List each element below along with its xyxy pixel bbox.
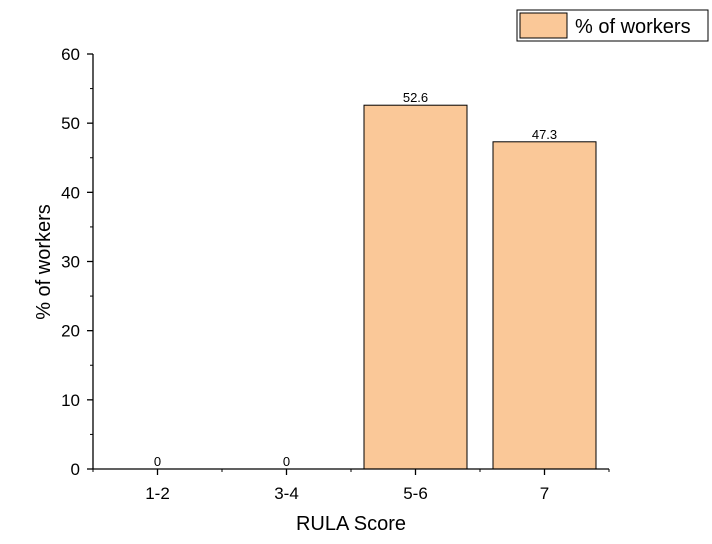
y-axis-title: % of workers [33,204,55,320]
legend: % of workers [516,9,709,42]
x-tick-label: 5-6 [403,484,428,503]
y-tick-label: 10 [61,391,80,410]
legend-swatch [519,12,568,39]
data-label-3-4: 0 [283,454,290,469]
data-label-5-6: 52.6 [403,90,428,105]
y-tick-label: 60 [61,45,80,64]
x-tick-label: 3-4 [274,484,299,503]
plot-area: 0 0 52.6 47.3 0 10 20 30 40 50 60 1-2 3-4 5-6 7 [61,45,610,503]
x-axis-title: RULA Score [296,513,406,535]
legend-label: % of workers [575,16,691,38]
y-tick-label: 40 [61,183,80,202]
y-tick-label: 30 [61,253,80,272]
data-label-1-2: 0 [154,454,161,469]
y-tick-label: 0 [71,460,80,479]
x-tick-label: 1-2 [145,484,170,503]
data-label-7: 47.3 [532,127,557,142]
bar-5-6 [363,104,468,470]
y-tick-label: 20 [61,322,80,341]
y-tick-label: 50 [61,114,80,133]
bar-7 [492,141,597,470]
x-tick-label: 7 [540,484,549,503]
